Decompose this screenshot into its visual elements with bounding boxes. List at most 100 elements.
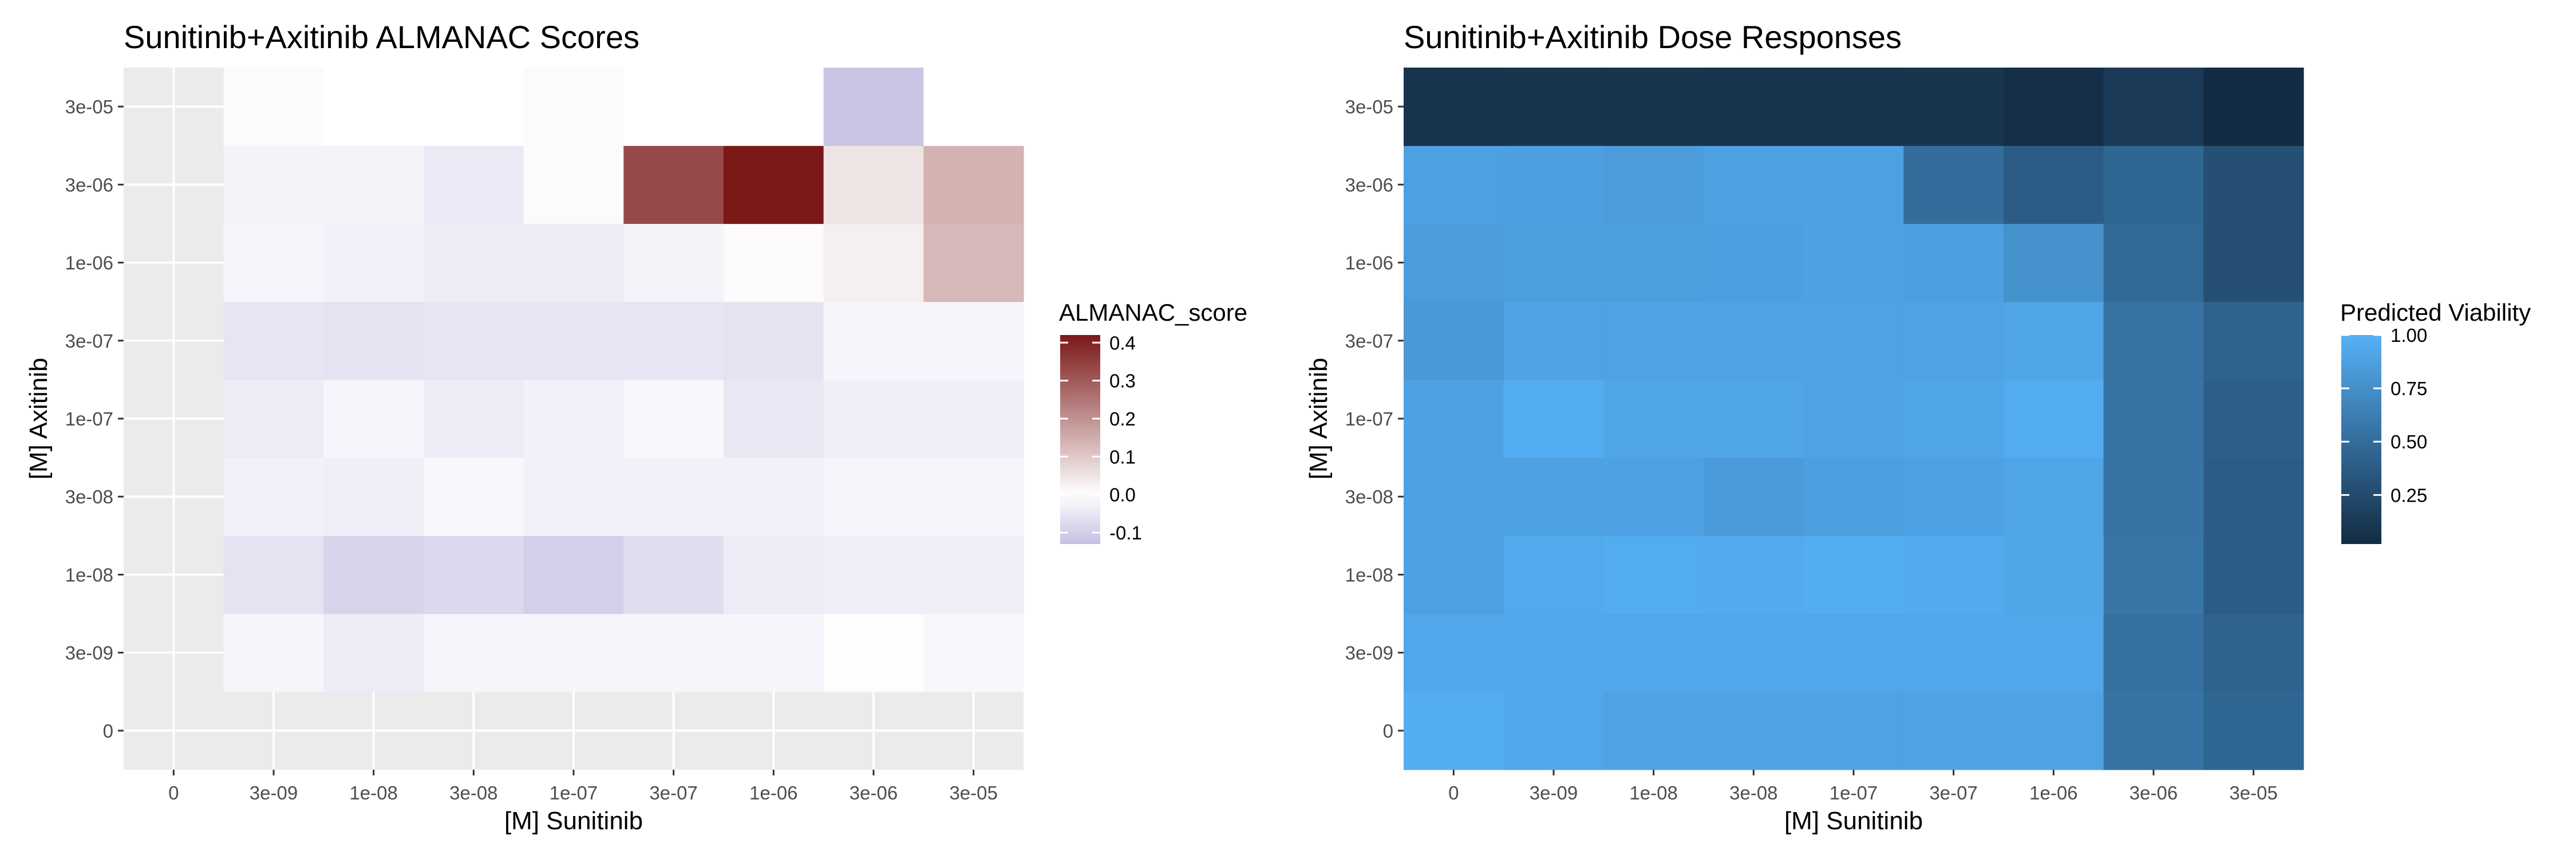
- heatmap-cell: [724, 301, 824, 380]
- heatmap-cell: [2203, 613, 2304, 692]
- y-tick-label: 3e-05: [1345, 96, 1393, 117]
- heatmap-cell: [2203, 691, 2304, 770]
- heatmap-cell: [523, 145, 624, 224]
- heatmap-cell: [323, 68, 424, 146]
- heatmap-cell: [1503, 691, 1604, 770]
- heatmap-cell: [523, 68, 624, 146]
- heatmap-cell: [1903, 613, 2004, 692]
- heatmap-cell: [1603, 691, 1704, 770]
- legend-tick-label: 0.0: [1109, 484, 1136, 506]
- heatmap-cell: [724, 145, 824, 224]
- heatmap-cell: [323, 613, 424, 692]
- heatmap-cell: [1603, 223, 1704, 302]
- chart-title: Sunitinib+Axitinib ALMANAC Scores: [124, 19, 639, 55]
- heatmap-cell: [424, 458, 524, 536]
- heatmap-cell: [523, 223, 624, 302]
- x-tick-label: 1e-08: [349, 782, 397, 803]
- heatmap-cell: [323, 301, 424, 380]
- x-tick-label: 1e-07: [550, 782, 598, 803]
- x-axis-label: [M] Sunitinib: [1784, 807, 1923, 835]
- heatmap-cell: [1503, 613, 1604, 692]
- heatmap-cell: [2103, 68, 2204, 146]
- heatmap-cell: [223, 379, 324, 458]
- legend-tick-label: 0.1: [1109, 446, 1136, 467]
- heatmap-cell: [623, 458, 724, 536]
- heatmap-cell: [1803, 691, 1904, 770]
- heatmap-cell: [1404, 613, 1504, 692]
- heatmap-cell: [523, 301, 624, 380]
- heatmap-cell: [323, 223, 424, 302]
- heatmap-cell: [1603, 379, 1704, 458]
- heatmap-cell: [1704, 301, 1804, 380]
- heatmap-cell: [1603, 301, 1704, 380]
- heatmap-cell: [523, 613, 624, 692]
- heatmap-cell: [623, 145, 724, 224]
- x-tick-label: 1e-06: [749, 782, 797, 803]
- heatmap-cell: [1603, 613, 1704, 692]
- x-tick-label: 3e-07: [649, 782, 697, 803]
- heatmap-cell: [1704, 613, 1804, 692]
- x-axis-ticks: 0 3e-09 1e-08 3e-08 1e-07 3e-07 1e-06 3e-06 3e-0…: [168, 770, 998, 803]
- heatmap-cell: [1603, 535, 1704, 614]
- heatmap-cell: [923, 301, 1024, 380]
- heatmap-cell: [2004, 458, 2104, 536]
- y-tick-label: 3e-05: [65, 96, 113, 117]
- heatmap-cell: [1404, 379, 1504, 458]
- heatmap-cell: [223, 301, 324, 380]
- heatmap-cell: [2103, 458, 2204, 536]
- y-tick-label: 3e-07: [1345, 330, 1393, 352]
- heatmap-cell: [1704, 691, 1804, 770]
- heatmap-cell: [2203, 535, 2304, 614]
- heatmap-cell: [223, 613, 324, 692]
- heatmap-cell: [1903, 223, 2004, 302]
- legend: Predicted Viability 0.25 0.50 0.75 1.00: [2340, 299, 2531, 544]
- heatmap-cell: [923, 535, 1024, 614]
- y-tick-label: 3e-08: [1345, 486, 1393, 507]
- y-tick-label: 0: [103, 720, 113, 742]
- heatmap-cell: [2103, 301, 2204, 380]
- x-tick-label: 0: [1448, 782, 1459, 803]
- heatmap-cell: [323, 458, 424, 536]
- heatmap-cell: [1603, 68, 1704, 146]
- x-tick-label: 3e-09: [1530, 782, 1578, 803]
- heatmap-cell: [1803, 458, 1904, 536]
- heatmap-cell: [1803, 145, 1904, 224]
- heatmap-cell: [323, 379, 424, 458]
- y-tick-label: 3e-09: [65, 643, 113, 664]
- heatmap-cell: [1903, 535, 2004, 614]
- heatmap-cell: [724, 68, 824, 146]
- heatmap-cell: [2004, 379, 2104, 458]
- heatmap-cell: [223, 535, 324, 614]
- heatmap-cell: [523, 379, 624, 458]
- y-axis-ticks: 0 3e-09 1e-08 3e-08 1e-07 3e-07 1e-06 3e-06 3e-0…: [1345, 96, 1404, 742]
- heatmap-cell: [1903, 68, 2004, 146]
- legend: ALMANAC_score -0.1 0.0 0.1 0.2 0.3 0.4: [1059, 299, 1247, 544]
- colorbar: [2341, 335, 2381, 544]
- heatmap-cell: [1704, 68, 1804, 146]
- heatmap-cell: [923, 145, 1024, 224]
- heatmap-cell: [2004, 145, 2104, 224]
- almanac-scores-panel: Sunitinib+Axitinib ALMANAC Scores 0 3e-09…: [25, 19, 1247, 835]
- y-tick-label: 0: [1383, 720, 1393, 742]
- heatmap-cell: [1704, 145, 1804, 224]
- heatmap-cell: [323, 145, 424, 224]
- heatmap-cell: [1404, 68, 1504, 146]
- x-tick-label: 3e-05: [2229, 782, 2277, 803]
- legend-ticks: 0.25 0.50 0.75 1.00: [2341, 325, 2427, 506]
- y-tick-label: 1e-06: [1345, 253, 1393, 274]
- y-axis-ticks: 0 3e-09 1e-08 3e-08 1e-07 3e-07 1e-06 3e-06 3e-0…: [65, 96, 124, 742]
- heatmap-cell: [2103, 691, 2204, 770]
- legend-tick-label: 0.75: [2391, 378, 2427, 399]
- heatmap-cell: [623, 613, 724, 692]
- heatmap-cell: [823, 458, 924, 536]
- heatmap-cell: [823, 68, 924, 146]
- heatmap-cell: [2203, 301, 2304, 380]
- y-tick-label: 1e-08: [65, 564, 113, 585]
- heatmap-cell: [424, 613, 524, 692]
- x-tick-label: 3e-08: [449, 782, 497, 803]
- heatmap-cell: [523, 535, 624, 614]
- heatmap-cell: [724, 535, 824, 614]
- heatmap-cell: [623, 535, 724, 614]
- heatmap-cell: [1803, 223, 1904, 302]
- heatmap-cell: [1903, 145, 2004, 224]
